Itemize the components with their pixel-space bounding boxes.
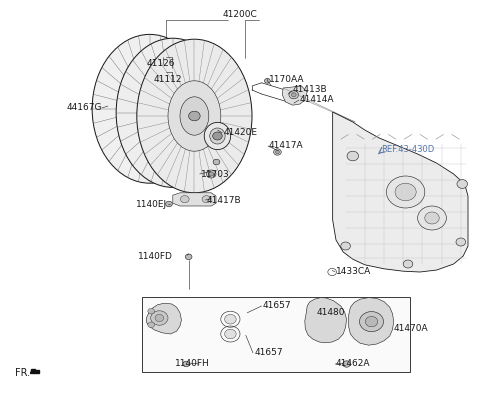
Text: 1140FH: 1140FH [175,360,210,368]
Circle shape [360,312,384,332]
Circle shape [185,254,192,260]
Ellipse shape [137,39,252,193]
Circle shape [213,159,220,165]
Circle shape [225,329,236,339]
Text: 41126: 41126 [146,60,175,68]
Ellipse shape [116,38,229,187]
Circle shape [183,361,190,367]
Circle shape [151,311,168,325]
Polygon shape [333,112,468,272]
Text: 41417A: 41417A [269,142,303,150]
Polygon shape [173,193,216,206]
Circle shape [167,108,179,118]
Polygon shape [30,369,39,373]
Circle shape [341,242,350,250]
Circle shape [276,150,279,154]
Ellipse shape [180,97,209,135]
Circle shape [155,314,164,322]
Circle shape [202,196,211,203]
Circle shape [148,322,155,328]
Circle shape [395,183,416,201]
Polygon shape [305,298,347,343]
Text: 1170AA: 1170AA [269,76,304,84]
Circle shape [166,201,172,207]
Circle shape [425,212,439,224]
Ellipse shape [158,94,187,132]
Polygon shape [146,303,181,334]
Text: 41200C: 41200C [223,10,257,19]
Circle shape [291,93,296,97]
Text: 41417B: 41417B [206,196,241,205]
Ellipse shape [92,34,207,183]
Text: 41462A: 41462A [336,360,371,368]
Text: 11703: 11703 [201,170,229,178]
Text: 41657: 41657 [254,348,283,357]
Circle shape [365,316,378,327]
Ellipse shape [145,76,201,150]
Circle shape [148,308,155,314]
Circle shape [225,314,236,324]
Ellipse shape [119,68,181,149]
Circle shape [457,180,468,188]
Ellipse shape [210,128,225,144]
Circle shape [403,260,413,268]
Ellipse shape [168,81,221,151]
Circle shape [209,172,214,176]
Text: 41420E: 41420E [223,128,257,137]
Text: REF.43-430D: REF.43-430D [382,146,435,154]
Polygon shape [348,298,394,345]
Circle shape [347,151,359,161]
Text: 1140FD: 1140FD [138,252,173,261]
Text: 41413B: 41413B [293,86,327,94]
Circle shape [206,170,216,178]
Circle shape [343,361,350,367]
Circle shape [456,238,466,246]
Text: 41480: 41480 [317,308,345,317]
Text: 41470A: 41470A [394,324,428,333]
Circle shape [144,104,156,114]
Circle shape [264,78,270,83]
Text: 44167G: 44167G [66,104,102,112]
Polygon shape [282,86,307,105]
Text: 1433CA: 1433CA [336,268,371,276]
Ellipse shape [134,89,165,129]
Circle shape [418,206,446,230]
Text: FR.: FR. [15,368,31,378]
Circle shape [213,132,222,140]
Circle shape [289,91,299,99]
Text: 1140EJ: 1140EJ [136,200,167,209]
Circle shape [274,149,281,155]
Bar [142,297,410,372]
Circle shape [180,196,189,203]
Text: 41657: 41657 [263,302,292,310]
Text: 41414A: 41414A [300,95,335,104]
Ellipse shape [204,122,230,150]
Text: 41112: 41112 [154,76,182,84]
Circle shape [386,176,425,208]
Circle shape [189,111,200,121]
